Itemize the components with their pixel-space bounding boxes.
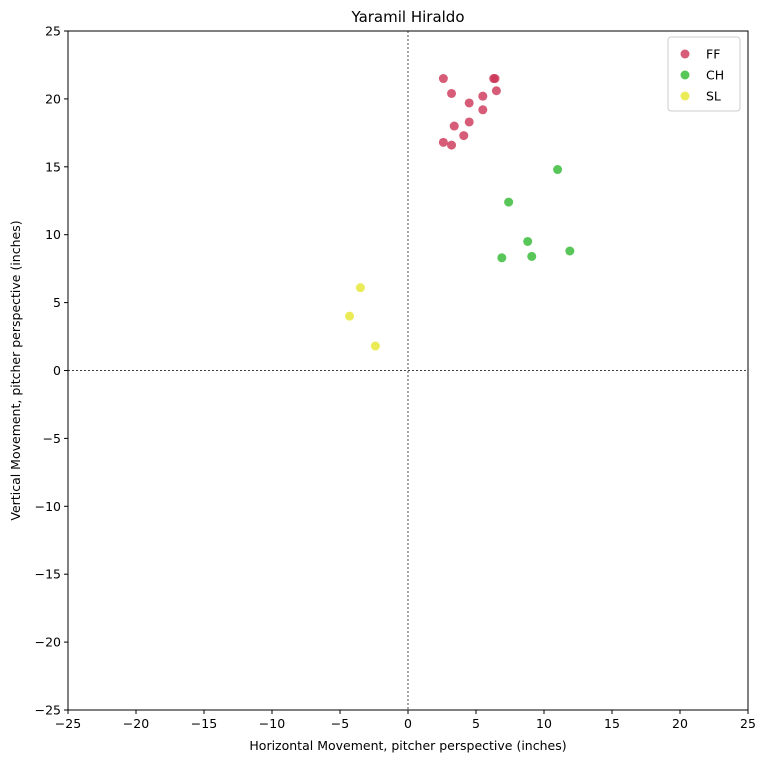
y-tick-label: −10 <box>35 499 61 514</box>
x-tick-label: 0 <box>404 716 412 731</box>
scatter-point-ff <box>438 137 448 147</box>
legend-label-ff: FF <box>706 47 720 62</box>
y-tick-label: −25 <box>35 703 61 718</box>
chart-title: Yaramil Hiraldo <box>350 8 464 26</box>
scatter-points <box>345 74 575 351</box>
scatter-point-ch <box>553 165 563 175</box>
x-axis-ticks: −25 −20 −15 −10 −5 0 5 10 15 20 25 <box>55 710 756 731</box>
y-axis-ticks: −25 −20 −15 −10 −5 0 5 10 15 20 25 <box>35 24 68 718</box>
series-ff <box>438 74 501 150</box>
y-tick-label: −20 <box>35 635 61 650</box>
legend-box <box>667 36 741 112</box>
scatter-point-ff <box>438 74 448 84</box>
y-tick-label: 5 <box>53 295 61 310</box>
y-tick-label: 20 <box>45 91 61 106</box>
x-axis-label: Horizontal Movement, pitcher perspective… <box>249 738 566 753</box>
x-tick-label: −25 <box>55 716 81 731</box>
scatter-point-ff <box>464 117 474 127</box>
scatter-point-ff <box>478 91 488 101</box>
x-tick-label: −5 <box>331 716 349 731</box>
reference-lines <box>68 31 748 710</box>
series-ch <box>497 165 575 263</box>
y-tick-label: −5 <box>43 431 61 446</box>
plot-frame <box>67 30 749 711</box>
legend: FF CH SL <box>667 36 741 112</box>
y-tick-label: −15 <box>35 567 61 582</box>
y-tick-label: 10 <box>45 227 61 242</box>
scatter-point-ff <box>490 74 500 84</box>
scatter-point-ch <box>497 253 507 263</box>
x-tick-label: 5 <box>472 716 480 731</box>
series-sl <box>345 283 380 351</box>
scatter-point-ff <box>447 140 457 150</box>
y-axis-label: Vertical Movement, pitcher perspective (… <box>8 220 23 520</box>
y-tick-label: 25 <box>45 24 61 39</box>
x-tick-label: −20 <box>123 716 149 731</box>
scatter-point-ff <box>491 86 501 96</box>
scatter-point-ff <box>449 121 459 131</box>
scatter-point-ch <box>565 246 575 256</box>
scatter-point-ff <box>447 88 457 98</box>
scatter-point-ff <box>464 98 474 108</box>
x-tick-label: −10 <box>259 716 285 731</box>
x-tick-label: 10 <box>536 716 552 731</box>
legend-label-sl: SL <box>706 89 721 104</box>
scatter-point-ch <box>523 236 533 246</box>
legend-marker-ch <box>680 70 690 80</box>
x-tick-label: 20 <box>672 716 688 731</box>
scatter-point-ch <box>504 197 514 207</box>
scatter-point-sl <box>355 283 365 293</box>
scatter-point-sl <box>370 341 380 351</box>
x-tick-label: −15 <box>191 716 217 731</box>
y-tick-label: 15 <box>45 159 61 174</box>
scatter-point-ff <box>478 105 488 115</box>
legend-marker-sl <box>680 91 690 101</box>
scatter-point-sl <box>345 311 355 321</box>
scatter-point-ch <box>527 251 537 261</box>
legend-marker-ff <box>680 49 690 59</box>
scatter-point-ff <box>459 131 469 141</box>
y-tick-label: 0 <box>53 363 61 378</box>
x-tick-label: 25 <box>740 716 756 731</box>
x-tick-label: 15 <box>604 716 620 731</box>
legend-label-ch: CH <box>706 68 724 83</box>
